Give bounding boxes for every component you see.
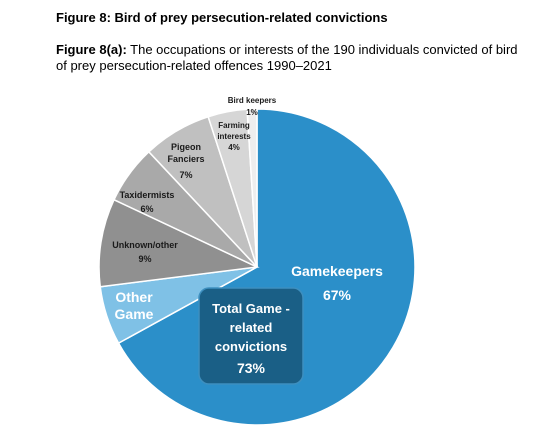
- slice-label-farming-interests: Farming interests: [217, 121, 251, 141]
- slice-value-pigeon-fanciers: 7%: [179, 170, 192, 180]
- slice-value-unknown-other: 9%: [138, 254, 151, 264]
- slice-value-gamekeepers: 67%: [323, 287, 352, 303]
- total-game-callout-box: [198, 287, 304, 385]
- slice-value-taxidermists: 6%: [140, 204, 153, 214]
- slice-value-bird-keepers: 1%: [246, 108, 258, 117]
- slice-label-taxidermists: Taxidermists: [120, 190, 175, 200]
- figure-subtitle-lead: Figure 8(a):: [56, 42, 127, 57]
- total-game-callout-value: 73%: [237, 360, 266, 376]
- slice-label-other-game: Other Game: [115, 289, 154, 322]
- slice-label-unknown-other: Unknown/other: [112, 240, 178, 250]
- slice-label-pigeon-fanciers: Pigeon Fanciers: [167, 142, 204, 164]
- pie-slice-bird-keepers: [246, 108, 258, 268]
- slice-value-farming-interests: 4%: [228, 143, 240, 152]
- figure-subtitle: Figure 8(a): The occupations or interest…: [56, 42, 526, 74]
- total-game-callout-label: Total Game -related convictions: [212, 301, 290, 354]
- figure-subtitle-text: The occupations or interests of the 190 …: [56, 42, 518, 73]
- figure-title: Figure 8: Bird of prey persecution-relat…: [56, 10, 388, 25]
- pie-slice-gamekeepers: [117, 108, 416, 426]
- pie-slice-unknown-other: [98, 198, 260, 288]
- slice-label-gamekeepers: Gamekeepers: [291, 263, 383, 279]
- slice-label-bird-keepers: Bird keepers: [228, 96, 277, 105]
